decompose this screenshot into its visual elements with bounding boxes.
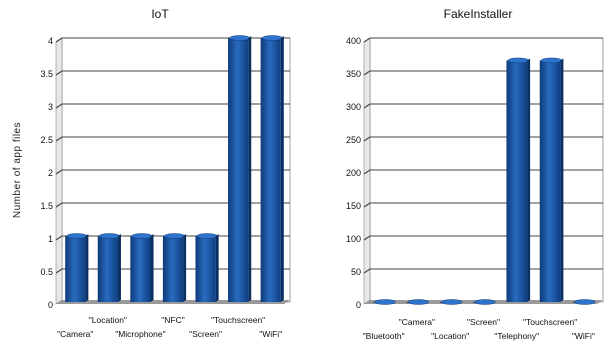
bar-top <box>574 299 596 305</box>
bar-top <box>507 57 529 64</box>
y-tick-label: 0 <box>48 300 53 310</box>
bar <box>228 38 249 302</box>
gridline-side <box>363 70 371 76</box>
y-tick-label: 350 <box>346 69 361 79</box>
gridline-side <box>55 70 63 76</box>
bar-top <box>196 233 218 239</box>
bar-side <box>527 58 531 302</box>
gridline-side <box>363 103 371 109</box>
x-category-label: "Bluetooth" <box>363 331 405 341</box>
y-tick-label: 2.5 <box>40 135 53 145</box>
y-tick-label: 0 <box>356 300 361 310</box>
x-category-label: "Location" <box>89 315 127 325</box>
bar-top <box>474 299 496 305</box>
bar <box>506 60 528 302</box>
chart-0: 0 0.5 1 1.5 2 2.5 3 3.5 4 IoT Number of app files "… <box>12 7 291 339</box>
chart-1: 0 50 100 150 200 250 300 350 400 FakeInstaller "Bl… <box>346 7 604 341</box>
gridline-side <box>363 136 371 142</box>
bar-top <box>541 57 563 64</box>
x-category-label: "Touchscreen" <box>523 317 577 327</box>
bar-side <box>560 58 564 302</box>
bar <box>195 236 216 302</box>
gridline-side <box>55 235 63 241</box>
bar-side <box>183 234 187 302</box>
gridline-side <box>55 136 63 142</box>
bar-side <box>117 234 121 302</box>
bar <box>539 60 561 302</box>
gridline-side <box>363 169 371 175</box>
y-tick-label: 4 <box>48 36 53 46</box>
bar-top <box>164 233 185 239</box>
y-tick-label: 50 <box>351 267 361 277</box>
y-tick-label: 1 <box>48 234 53 244</box>
chart-title: FakeInstaller <box>444 7 513 21</box>
y-tick-label: 0.5 <box>40 267 53 277</box>
bar-side <box>248 36 252 302</box>
gridline-side <box>55 202 63 208</box>
gridline-side <box>363 202 371 208</box>
x-category-label: "Touchscreen" <box>211 315 265 325</box>
y-tick-label: 3.5 <box>40 69 53 79</box>
bar <box>260 38 281 302</box>
bar <box>65 236 86 302</box>
bar-top <box>407 299 429 305</box>
x-category-label: "Camera" <box>399 317 435 327</box>
bar <box>162 236 184 302</box>
bar <box>130 236 151 302</box>
bar-side <box>215 234 219 302</box>
gridline-side <box>363 268 371 274</box>
bar-side <box>85 234 89 302</box>
y-axis-label: Number of app files <box>12 122 23 218</box>
bar-top <box>66 233 88 239</box>
gridline-side <box>363 235 371 241</box>
gridline-side <box>55 268 63 274</box>
bar-top <box>441 299 463 305</box>
gridline-side <box>55 103 63 109</box>
x-category-label: "WiFi" <box>259 329 282 339</box>
bar <box>97 236 118 302</box>
gridline-side <box>363 37 371 43</box>
y-tick-label: 1.5 <box>40 201 53 211</box>
y-tick-label: 300 <box>346 102 361 112</box>
x-category-label: "Location" <box>431 331 469 341</box>
bar-top <box>374 299 396 305</box>
y-tick-label: 150 <box>346 201 361 211</box>
y-tick-label: 200 <box>346 168 361 178</box>
x-category-label: "Screen" <box>189 329 222 339</box>
bar-top <box>261 35 283 41</box>
y-tick-label: 250 <box>346 135 361 145</box>
bar-top <box>99 233 120 239</box>
y-tick-label: 400 <box>346 36 361 46</box>
x-category-label: "Screen" <box>467 317 500 327</box>
x-category-label: "Microphone" <box>115 329 165 339</box>
y-tick-label: 2 <box>48 168 53 178</box>
gridline-side <box>55 37 63 43</box>
chart-title: IoT <box>151 7 169 21</box>
bar-side <box>280 36 284 302</box>
bar-top <box>131 233 153 239</box>
x-category-label: "Camera" <box>57 329 93 339</box>
x-category-label: "NFC" <box>161 315 185 325</box>
y-tick-label: 100 <box>346 234 361 244</box>
x-category-label: "WiFi" <box>572 331 595 341</box>
bar-side <box>150 234 154 302</box>
y-tick-label: 3 <box>48 102 53 112</box>
bar-top <box>229 35 250 41</box>
gridline-side <box>55 169 63 175</box>
x-category-label: "Telephony" <box>494 331 539 341</box>
